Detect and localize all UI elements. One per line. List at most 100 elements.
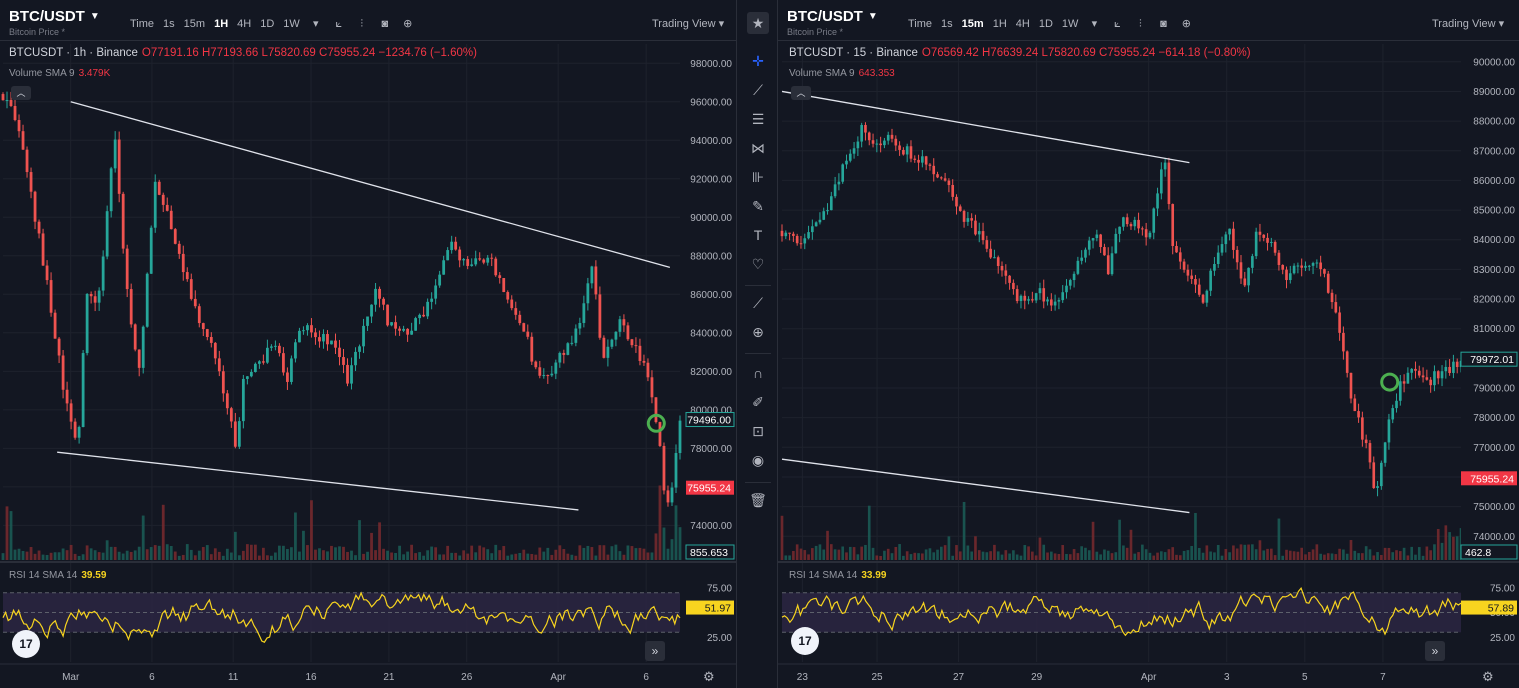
volume-bar	[526, 553, 530, 560]
volume-bar	[1277, 518, 1281, 560]
price-tick-label: 74000.00	[690, 521, 732, 532]
timeframe-1d[interactable]: 1D	[1038, 18, 1053, 30]
trendline	[781, 90, 1190, 164]
candle-body	[646, 362, 650, 378]
tradingview-logo-icon[interactable]: 17	[791, 627, 819, 655]
lock-draw-icon[interactable]: ✐	[752, 394, 764, 410]
trash-icon[interactable]: 🗑	[749, 492, 767, 508]
candle-body	[217, 358, 221, 372]
candle-body	[1247, 267, 1250, 286]
timeframe-1h[interactable]: 1H	[992, 18, 1007, 30]
timeframe-1w[interactable]: 1W	[1061, 18, 1079, 30]
double-chevron-right-icon[interactable]: »	[1425, 641, 1445, 661]
text-icon[interactable]: T	[753, 227, 763, 243]
heart-icon[interactable]: ♡	[751, 256, 765, 272]
tradingview-logo-icon[interactable]: 17	[12, 630, 40, 658]
rsi-label[interactable]: RSI 14 SMA 14	[9, 570, 78, 581]
price-tick-label: 77000.00	[1473, 443, 1515, 454]
candle-body	[642, 360, 646, 363]
star-icon[interactable]: ★	[747, 12, 769, 34]
brush-icon[interactable]: ✎	[752, 198, 764, 214]
trading-view-label: Trading View	[652, 18, 716, 30]
chevron-down-icon[interactable]: ▾	[1091, 18, 1098, 30]
volume-bar	[795, 544, 799, 560]
volume-bar	[1, 553, 5, 560]
volume-bar	[1163, 552, 1167, 560]
plus-icon[interactable]: ⊕	[403, 18, 413, 30]
candles-icon[interactable]: ⫶	[360, 18, 364, 30]
chart-panel-left[interactable]: 98000.00 96000.00 94000.00 92000.00 90000.00…	[0, 0, 736, 688]
forecast-icon[interactable]: ⊪	[751, 169, 765, 185]
volume-bar	[410, 544, 413, 560]
volume-bar	[1178, 555, 1182, 560]
fib-icon[interactable]: ☰	[751, 111, 765, 127]
chart-canvas-right[interactable]: 90000.00 89000.00 88000.00 87000.00 86000.00…	[778, 0, 1519, 688]
volume-bar	[145, 549, 149, 560]
volume-bar	[1034, 555, 1038, 560]
symbol-selector[interactable]: BTC/USDT ▼	[787, 8, 878, 25]
chart-panel-right[interactable]: 90000.00 89000.00 88000.00 87000.00 86000.00…	[778, 0, 1519, 688]
double-chevron-right-icon[interactable]: »	[645, 641, 665, 661]
symbol-selector[interactable]: BTC/USDT ▼	[9, 8, 100, 25]
timeframe-4h[interactable]: 4H	[237, 18, 252, 30]
volume-label[interactable]: Volume SMA 9	[789, 68, 855, 79]
trading-view-button[interactable]: Trading View ▾	[1432, 17, 1504, 30]
legend-symbol[interactable]: BTCUSDT · 15 · Binance	[789, 47, 918, 59]
candle-body	[947, 180, 951, 185]
trendline-icon[interactable]: ⟋	[753, 82, 763, 98]
camera-icon[interactable]: ◙	[1160, 18, 1167, 30]
chart-canvas-left[interactable]: 98000.00 96000.00 94000.00 92000.00 90000.00…	[0, 0, 736, 688]
timeframe-1h[interactable]: 1H	[214, 18, 229, 30]
timeframe-4h[interactable]: 4H	[1015, 18, 1030, 30]
timeframe-15m[interactable]: 15m	[183, 18, 206, 30]
plus-icon[interactable]: ⊕	[1181, 18, 1191, 30]
candle-body	[1277, 252, 1281, 265]
volume-bar	[438, 554, 442, 560]
candle-body	[33, 191, 37, 222]
candle-body	[1334, 302, 1338, 313]
legend-symbol[interactable]: BTCUSDT · 1h · Binance	[9, 47, 138, 59]
chevron-up-icon[interactable]: ︿	[791, 86, 811, 100]
candle-body	[917, 159, 920, 163]
volume-bar	[77, 555, 81, 560]
candles-icon[interactable]: ⫶	[1139, 18, 1142, 30]
gear-icon[interactable]: ⚙	[1482, 669, 1494, 684]
lock-icon[interactable]: ⊡	[752, 423, 764, 439]
candle-body	[221, 371, 225, 394]
magnet-icon[interactable]: ∩	[752, 365, 764, 381]
candle-body	[1209, 270, 1212, 291]
chevron-down-icon[interactable]: ▾	[313, 18, 319, 30]
trading-view-button[interactable]: Trading View ▾	[652, 17, 724, 30]
candle-body	[117, 139, 121, 194]
zoom-in-icon[interactable]: ⊕	[752, 324, 764, 340]
timeframe-1d[interactable]: 1D	[260, 18, 275, 30]
volume-bar	[626, 545, 630, 560]
camera-icon[interactable]: ◙	[381, 18, 389, 30]
gear-icon[interactable]: ⚙	[703, 669, 715, 684]
volume-bar	[1201, 552, 1205, 560]
pattern-icon[interactable]: ⋈	[751, 140, 765, 156]
candle-body	[498, 275, 502, 279]
timeframe-time[interactable]: Time	[130, 18, 155, 30]
volume-label[interactable]: Volume SMA 9	[9, 68, 75, 79]
timeframe-1s[interactable]: 1s	[941, 18, 953, 30]
eye-icon[interactable]: ◉	[751, 452, 765, 468]
rsi-label[interactable]: RSI 14 SMA 14	[789, 570, 858, 581]
ruler-icon[interactable]: ⟋	[753, 295, 763, 311]
timeframe-15m[interactable]: 15m	[961, 18, 984, 30]
candle-body	[410, 330, 413, 335]
chevron-up-icon[interactable]: ︿	[11, 86, 31, 100]
timeframe-1w[interactable]: 1W	[283, 18, 300, 30]
candle-body	[594, 266, 598, 295]
crosshair-icon[interactable]: ✛	[752, 53, 764, 69]
candle-body	[1391, 408, 1395, 420]
timeframe-time[interactable]: Time	[908, 18, 933, 30]
volume-bar	[1353, 550, 1357, 560]
indicator-icon[interactable]: ⟀	[1114, 18, 1121, 30]
volume-bar	[674, 505, 678, 560]
indicator-icon[interactable]: ⟀	[335, 18, 343, 30]
volume-bar	[924, 549, 928, 560]
volume-bar	[1239, 544, 1243, 560]
timeframe-1s[interactable]: 1s	[163, 18, 175, 30]
volume-bar	[886, 548, 890, 560]
